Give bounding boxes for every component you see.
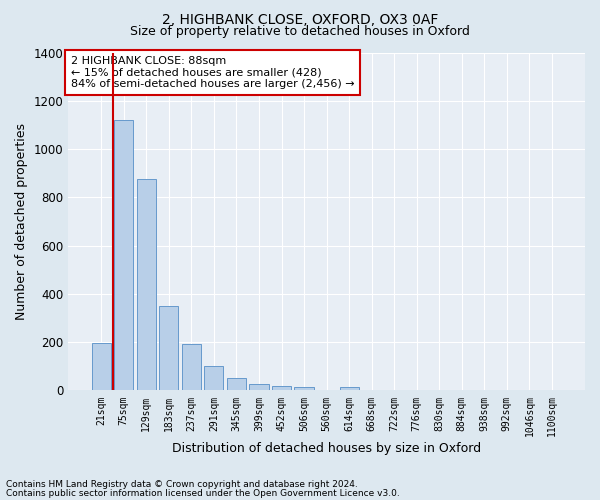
Text: Contains HM Land Registry data © Crown copyright and database right 2024.: Contains HM Land Registry data © Crown c… <box>6 480 358 489</box>
Text: 2, HIGHBANK CLOSE, OXFORD, OX3 0AF: 2, HIGHBANK CLOSE, OXFORD, OX3 0AF <box>162 12 438 26</box>
Bar <box>114 120 133 390</box>
Y-axis label: Number of detached properties: Number of detached properties <box>15 123 28 320</box>
Bar <box>182 344 201 391</box>
Text: 2 HIGHBANK CLOSE: 88sqm
← 15% of detached houses are smaller (428)
84% of semi-d: 2 HIGHBANK CLOSE: 88sqm ← 15% of detache… <box>71 56 355 89</box>
Bar <box>137 179 156 390</box>
Bar <box>227 378 246 390</box>
X-axis label: Distribution of detached houses by size in Oxford: Distribution of detached houses by size … <box>172 442 481 455</box>
Bar <box>272 386 291 390</box>
Text: Size of property relative to detached houses in Oxford: Size of property relative to detached ho… <box>130 25 470 38</box>
Bar <box>295 387 314 390</box>
Text: Contains public sector information licensed under the Open Government Licence v3: Contains public sector information licen… <box>6 489 400 498</box>
Bar <box>159 306 178 390</box>
Bar <box>205 366 223 390</box>
Bar <box>92 343 111 390</box>
Bar <box>250 384 269 390</box>
Bar <box>340 387 359 390</box>
